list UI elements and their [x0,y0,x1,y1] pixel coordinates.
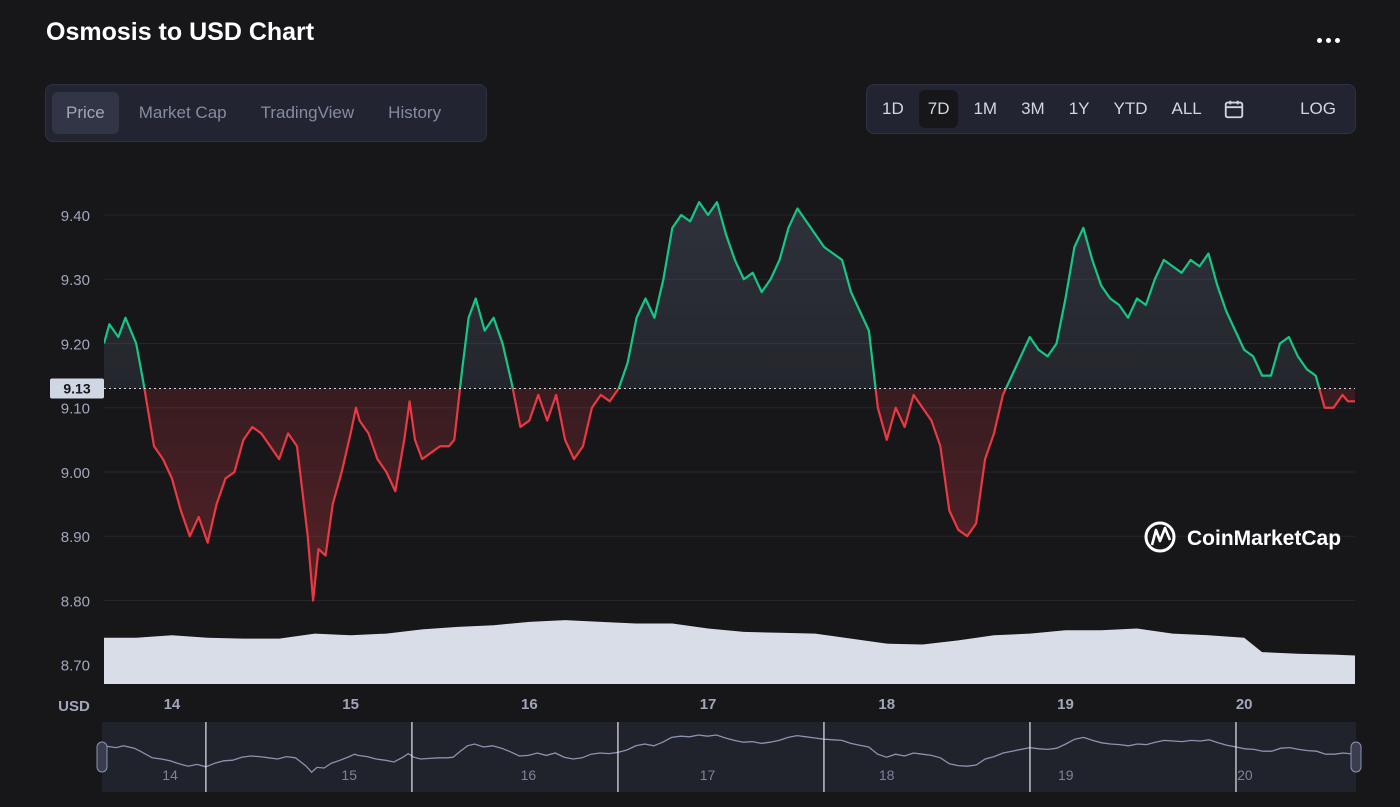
more-options-button[interactable] [1308,26,1348,54]
y-tick-label: 8.90 [61,529,90,546]
range-3m-button[interactable]: 3M [1021,99,1045,118]
volume-area [104,620,1355,684]
x-tick-label: 16 [521,696,538,713]
reference-price-line: 9.13 [50,378,1355,399]
tab-history[interactable]: History [388,103,442,122]
currency-label: USD [58,698,90,715]
navigator-tick-label: 14 [162,767,178,783]
range-navigator[interactable]: 14 15 16 17 18 19 20 [96,722,1362,792]
page-title: Osmosis to USD Chart [46,18,315,46]
range-7d-button[interactable]: 7D [918,90,959,128]
more-dots-icon [1316,37,1322,43]
x-tick-label: 20 [1236,696,1253,713]
log-scale-button[interactable]: LOG [1300,99,1336,118]
range-all-button[interactable]: ALL [1171,99,1202,118]
more-dots-icon [1334,37,1340,43]
watermark-text: CoinMarketCap [1187,527,1341,550]
volume-bars [104,620,1355,684]
tab-tradingview[interactable]: TradingView [260,103,355,122]
navigator-line [101,734,1356,774]
reference-price-tag [50,378,104,399]
time-range-selector: 1D 7D 1M 3M 1Y YTD ALL LOG [866,84,1356,134]
navigator-tick-label: 19 [1058,767,1074,783]
y-tick-label: 9.30 [61,272,90,289]
coinmarketcap-watermark: CoinMarketCap [1144,521,1341,553]
x-tick-label: 14 [164,696,181,713]
navigator-background [102,722,1356,792]
tab-price[interactable]: Price [52,92,119,134]
price-fill-above [104,202,1320,389]
y-tick-label: 8.80 [61,593,90,610]
navigator-tick-label: 18 [879,767,895,783]
navigator-tick-label: 20 [1237,767,1253,783]
price-line-down [143,388,1355,602]
range-1m-button[interactable]: 1M [973,99,998,118]
range-ytd-button[interactable]: YTD [1113,99,1148,118]
price-fill-below [144,388,1355,601]
reference-price-label: 9.13 [63,380,90,396]
range-1d-button[interactable]: 1D [882,99,904,118]
more-dots-icon [1325,37,1331,43]
y-tick-label: 9.10 [61,401,90,418]
price-area-fill [104,202,1355,601]
price-line-up [104,201,1321,389]
y-tick-label: 9.00 [61,465,90,482]
x-tick-label: 18 [878,696,895,713]
x-tick-label: 17 [700,696,717,713]
navigator-tick-label: 16 [521,767,537,783]
chart-axes: 9.40 9.30 9.20 9.10 9.00 8.90 8.80 8.70 14 15 16 17… [58,208,1252,715]
coinmarketcap-logo-mark [1150,526,1172,546]
navigator-handle[interactable] [1350,741,1362,773]
x-tick-label: 19 [1057,696,1074,713]
coinmarketcap-logo-icon [1144,521,1176,553]
y-tick-label: 9.20 [61,336,90,353]
navigator-tick-label: 15 [341,767,357,783]
calendar-icon[interactable] [1223,98,1245,120]
y-tick-label: 8.70 [61,658,90,675]
chart-type-tabs: Price Market Cap TradingView History [45,84,487,142]
navigator-handle[interactable] [96,741,108,773]
tab-market-cap[interactable]: Market Cap [138,103,227,122]
navigator-tick-label: 17 [700,767,716,783]
price-line-group [104,201,1355,602]
x-tick-label: 15 [342,696,359,713]
range-1y-button[interactable]: 1Y [1068,99,1090,118]
y-tick-label: 9.40 [61,208,90,225]
